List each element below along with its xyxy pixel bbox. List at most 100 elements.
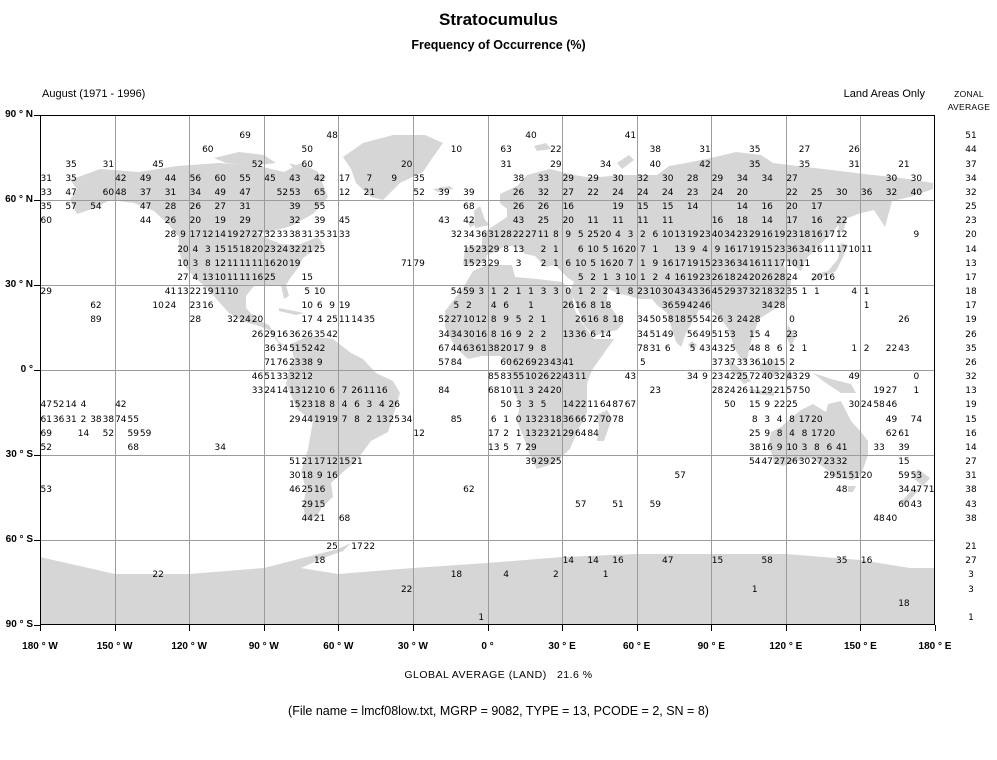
grid-value: 11 (860, 244, 873, 255)
grid-value: 19 (226, 230, 239, 241)
grid-value: 16 (599, 258, 612, 269)
grid-value: 8 (204, 258, 211, 269)
grid-value: 20 (823, 428, 836, 439)
grid-value: 9 (515, 329, 522, 340)
grid-value: 62 (512, 357, 525, 368)
grid-value: 23 (699, 272, 711, 283)
grid-value: 15 (898, 457, 910, 468)
grid-value: 24 (736, 272, 749, 283)
grid-value: 12 (202, 230, 214, 241)
grid-value: 55 (686, 315, 699, 326)
grid-value: 1 (490, 287, 497, 298)
grid-value: 15 (313, 499, 326, 510)
grid-value: 5 (590, 258, 597, 269)
grid-value: 68 (487, 386, 500, 397)
grid-value: 7 (366, 173, 373, 184)
grid-value: 33 (537, 173, 550, 184)
grid-value: 26 (711, 315, 724, 326)
grid-value: 14 (276, 386, 289, 397)
grid-value: 11 (749, 386, 761, 397)
grid-value: 31 (164, 187, 177, 198)
grid-value: 71 (264, 357, 276, 368)
grid-value: 29 (711, 173, 724, 184)
grid-value: 26 (786, 457, 798, 468)
grid-value: 23 (649, 386, 662, 397)
grid-value: 26 (351, 386, 363, 397)
grid-value: 47 (65, 187, 77, 198)
grid-value: 43 (910, 499, 923, 510)
grid-value: 4 (664, 272, 671, 283)
grid-value: 59 (674, 301, 686, 312)
map-border (40, 115, 935, 625)
grid-value: 32 (289, 216, 301, 227)
grid-value: 16 (674, 272, 686, 283)
grid-value: 44 (139, 216, 152, 227)
grid-value: 16 (612, 244, 624, 255)
grid-value: 13 (525, 414, 537, 425)
grid-value: 33 (251, 386, 264, 397)
grid-value: 23 (686, 187, 699, 198)
grid-value: 26 (301, 329, 313, 340)
grid-value: 16 (811, 216, 823, 227)
grid-value: 16 (761, 442, 773, 453)
grid-value: 40 (885, 513, 898, 524)
grid-value: 39 (289, 202, 301, 213)
grid-value: 32 (836, 457, 848, 468)
grid-value: 23 (189, 301, 202, 312)
land-borneo (759, 359, 781, 379)
grid-value: 38 (649, 145, 662, 156)
zonal-average-value: 3 (968, 584, 974, 595)
grid-value: 20 (400, 159, 413, 170)
grid-value: 38 (301, 357, 313, 368)
grid-value: 18 (761, 287, 773, 298)
grid-value: 8 (540, 343, 547, 354)
grid-value: 50 (798, 386, 811, 397)
land-philippines (786, 325, 796, 347)
area-label: Land Areas Only (843, 88, 925, 100)
grid-value: 28 (164, 202, 177, 213)
grid-value: 58 (662, 315, 674, 326)
grid-value: 8 (329, 400, 335, 411)
grid-value: 20 (811, 272, 823, 283)
grid-value: 2 (503, 287, 510, 298)
land-new-zealand-north (912, 469, 930, 486)
grid-value: 28 (773, 272, 786, 283)
grid-value: 27 (562, 187, 575, 198)
land-greenland (343, 135, 443, 200)
grid-value: 19 (313, 414, 326, 425)
grid-value: 28 (500, 230, 512, 241)
grid-value: 9 (776, 442, 783, 453)
grid-value: 19 (686, 272, 699, 283)
grid-value: 16 (475, 329, 488, 340)
grid-value: 15 (749, 329, 761, 340)
grid-value: 71 (400, 258, 413, 269)
file-info-label: (File name = lmcf08low.txt, MGRP = 9082,… (288, 704, 709, 718)
grid-value: 1 (577, 287, 584, 298)
grid-value: 11 (587, 400, 599, 411)
grid-value: 46 (885, 400, 898, 411)
grid-value: 43 (711, 343, 724, 354)
grid-value: 5 (602, 244, 609, 255)
zonal-average-value: 23 (965, 216, 977, 227)
grid-value: 28 (773, 301, 786, 312)
grid-value: 8 (490, 315, 497, 326)
grid-value: 34 (736, 258, 749, 269)
grid-value: 10 (177, 258, 189, 269)
grid-value: 15 (773, 357, 786, 368)
grid-value: 15 (214, 244, 226, 255)
grid-value: 5 (503, 442, 510, 453)
grid-value: 17 (823, 230, 836, 241)
grid-value: 34 (189, 187, 202, 198)
grid-value: 17 (811, 428, 823, 439)
grid-value: 23 (786, 230, 798, 241)
grid-value: 30 (798, 457, 811, 468)
grid-value: 55 (239, 173, 251, 184)
grid-value: 18 (313, 556, 326, 567)
grid-value: 10 (450, 145, 463, 156)
grid-value: 1 (540, 315, 547, 326)
grid-value: 10 (313, 386, 326, 397)
grid-value: 23 (711, 258, 724, 269)
grid-value: 9 (528, 343, 534, 354)
grid-value: 32 (264, 230, 276, 241)
